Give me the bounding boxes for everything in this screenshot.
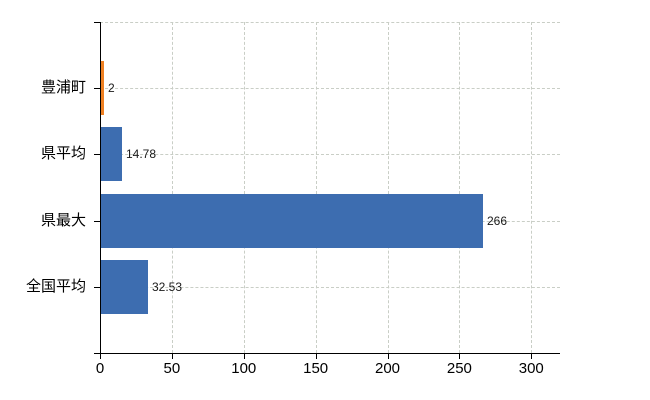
bar-全国平均 (101, 260, 148, 314)
category-label-県平均: 県平均 (40, 145, 86, 163)
horizontal-gridline (100, 88, 560, 90)
vertical-gridline (315, 22, 317, 353)
x-axis-tick (459, 354, 461, 359)
x-axis-tick (315, 354, 317, 359)
x-axis-tick (100, 354, 101, 359)
x-tick-label: 50 (163, 360, 181, 377)
x-tick-label: 100 (231, 360, 257, 377)
x-tick-label: 0 (95, 360, 105, 377)
y-axis (100, 22, 101, 354)
x-axis-tick (531, 354, 533, 359)
bar-県最大 (101, 194, 483, 248)
x-axis-tick (243, 354, 245, 359)
bar-豊浦町 (101, 61, 104, 115)
vertical-gridline (531, 22, 533, 353)
x-axis-tick (387, 354, 389, 359)
category-label-全国平均: 全国平均 (25, 277, 86, 295)
y-axis-tick (94, 22, 100, 23)
y-axis-tick (94, 88, 100, 90)
vertical-gridline (459, 22, 461, 353)
bar-value-label: 266 (487, 213, 508, 228)
bar-県平均 (101, 127, 122, 181)
y-axis-tick (94, 154, 100, 156)
horizontal-gridline (100, 286, 560, 288)
horizontal-gridline (100, 22, 560, 23)
y-axis-tick (94, 286, 100, 288)
horizontal-gridline (100, 154, 560, 156)
x-tick-label: 150 (303, 360, 329, 377)
x-axis (94, 353, 560, 354)
bar-value-label: 32.53 (152, 279, 183, 294)
vertical-gridline (387, 22, 389, 353)
category-label-豊浦町: 豊浦町 (40, 79, 86, 97)
x-axis-tick (171, 354, 173, 359)
y-axis-tick (94, 220, 100, 222)
vertical-gridline (171, 22, 173, 353)
bar-value-label: 2 (108, 81, 115, 96)
vertical-gridline (243, 22, 245, 353)
x-tick-label: 250 (446, 360, 472, 377)
x-tick-label: 300 (518, 360, 544, 377)
category-label-県最大: 県最大 (40, 211, 86, 229)
x-tick-label: 200 (374, 360, 401, 377)
bar-value-label: 14.78 (126, 147, 157, 162)
